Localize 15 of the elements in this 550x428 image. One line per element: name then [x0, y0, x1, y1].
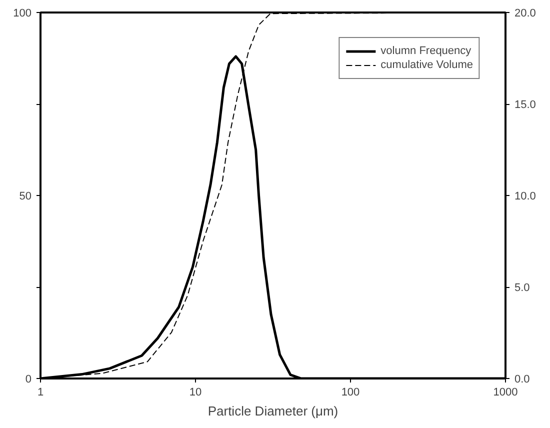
x-axis-title: Particle Diameter (μm)	[208, 404, 338, 418]
y2-tick-label: 20.0	[514, 8, 536, 20]
y-tick-label: 50	[19, 190, 32, 202]
x-tick-label: 100	[341, 386, 360, 398]
x-tick-label: 10	[189, 386, 202, 398]
y2-tick-label: 5.0	[514, 282, 530, 294]
y-tick-label: 100	[13, 8, 32, 20]
y2-tick-label: 10.0	[514, 190, 536, 202]
legend-label: cumulative Volume	[380, 58, 473, 72]
x-tick-label: 1	[37, 386, 44, 398]
y-tick-label: 0	[25, 374, 32, 386]
legend-label: volumn Frequency	[380, 44, 472, 58]
y2-tick-label: 15.0	[514, 99, 536, 111]
x-tick-label: 1000	[493, 386, 518, 398]
y2-tick-label: 0.0	[514, 374, 530, 386]
